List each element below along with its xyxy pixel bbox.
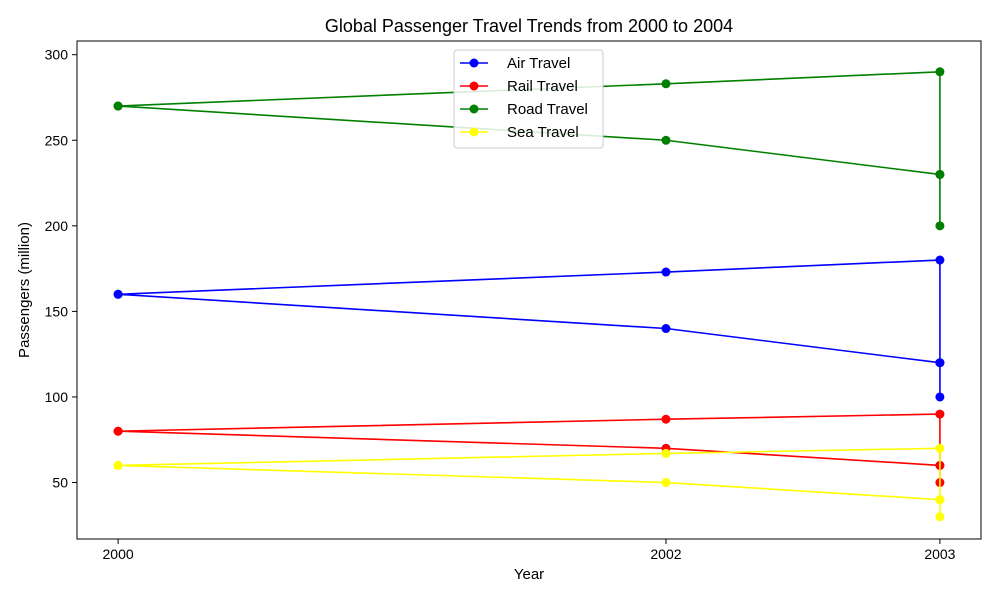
data-point-road-travel-3 bbox=[935, 221, 945, 231]
legend-box bbox=[453, 49, 604, 149]
data-point-rail-travel-6 bbox=[661, 414, 671, 424]
series-line-air-travel bbox=[118, 259, 941, 398]
data-point-sea-travel-7 bbox=[113, 460, 123, 470]
data-point-rail-travel-5 bbox=[935, 409, 945, 419]
y-tick-label-5: 300 bbox=[45, 47, 69, 63]
y-tick-label-1: 100 bbox=[45, 389, 69, 405]
data-point-sea-travel-1 bbox=[661, 478, 671, 488]
data-point-air-travel-7 bbox=[113, 289, 123, 299]
series-line-rail-travel bbox=[118, 413, 941, 484]
data-point-road-travel-7 bbox=[113, 101, 123, 111]
data-point-road-travel-1 bbox=[661, 135, 671, 145]
y-axis: 50 100 150 200 250 300 bbox=[45, 47, 77, 491]
series-line-sea-travel bbox=[118, 447, 941, 518]
data-point-air-travel-4 bbox=[935, 358, 945, 368]
x-axis: 2000 2002 2003 bbox=[103, 539, 956, 562]
data-point-air-travel-3 bbox=[935, 392, 945, 402]
data-marks bbox=[113, 67, 945, 522]
y-tick-label-2: 150 bbox=[45, 303, 69, 319]
chart-title: Global Passenger Travel Trends from 2000… bbox=[325, 16, 733, 36]
legend-marker-air-travel bbox=[469, 58, 479, 68]
data-point-sea-travel-3 bbox=[935, 512, 945, 522]
legend-label-air-travel: Air Travel bbox=[507, 55, 570, 72]
x-axis-label: Year bbox=[514, 566, 544, 583]
data-point-air-travel-1 bbox=[661, 324, 671, 334]
legend: Air Travel Rail Travel Road Travel Sea Trav… bbox=[453, 49, 604, 149]
y-axis-label: Passengers (million) bbox=[16, 222, 33, 358]
data-point-sea-travel-4 bbox=[935, 495, 945, 505]
x-tick-label-1: 2002 bbox=[650, 546, 681, 562]
data-point-road-travel-5 bbox=[935, 67, 945, 77]
series-line-road-travel bbox=[118, 71, 941, 227]
plot-area bbox=[76, 40, 982, 540]
x-tick-label-0: 2000 bbox=[103, 546, 134, 562]
y-tick-label-3: 200 bbox=[45, 218, 69, 234]
data-point-sea-travel-6 bbox=[661, 448, 671, 458]
legend-marker-rail-travel bbox=[469, 81, 479, 91]
data-point-road-travel-6 bbox=[661, 79, 671, 89]
x-tick-label-2: 2003 bbox=[924, 546, 955, 562]
legend-label-road-travel: Road Travel bbox=[507, 101, 588, 118]
data-point-sea-travel-5 bbox=[935, 443, 945, 453]
data-point-air-travel-6 bbox=[661, 267, 671, 277]
legend-marker-road-travel bbox=[469, 104, 479, 114]
data-point-road-travel-4 bbox=[935, 169, 945, 179]
y-tick-label-4: 250 bbox=[45, 132, 69, 148]
y-tick-label-0: 50 bbox=[52, 475, 68, 491]
legend-label-rail-travel: Rail Travel bbox=[507, 78, 578, 95]
data-point-air-travel-5 bbox=[935, 255, 945, 265]
legend-label-sea-travel: Sea Travel bbox=[507, 124, 579, 141]
data-point-rail-travel-7 bbox=[113, 426, 123, 436]
legend-marker-sea-travel bbox=[469, 127, 479, 137]
